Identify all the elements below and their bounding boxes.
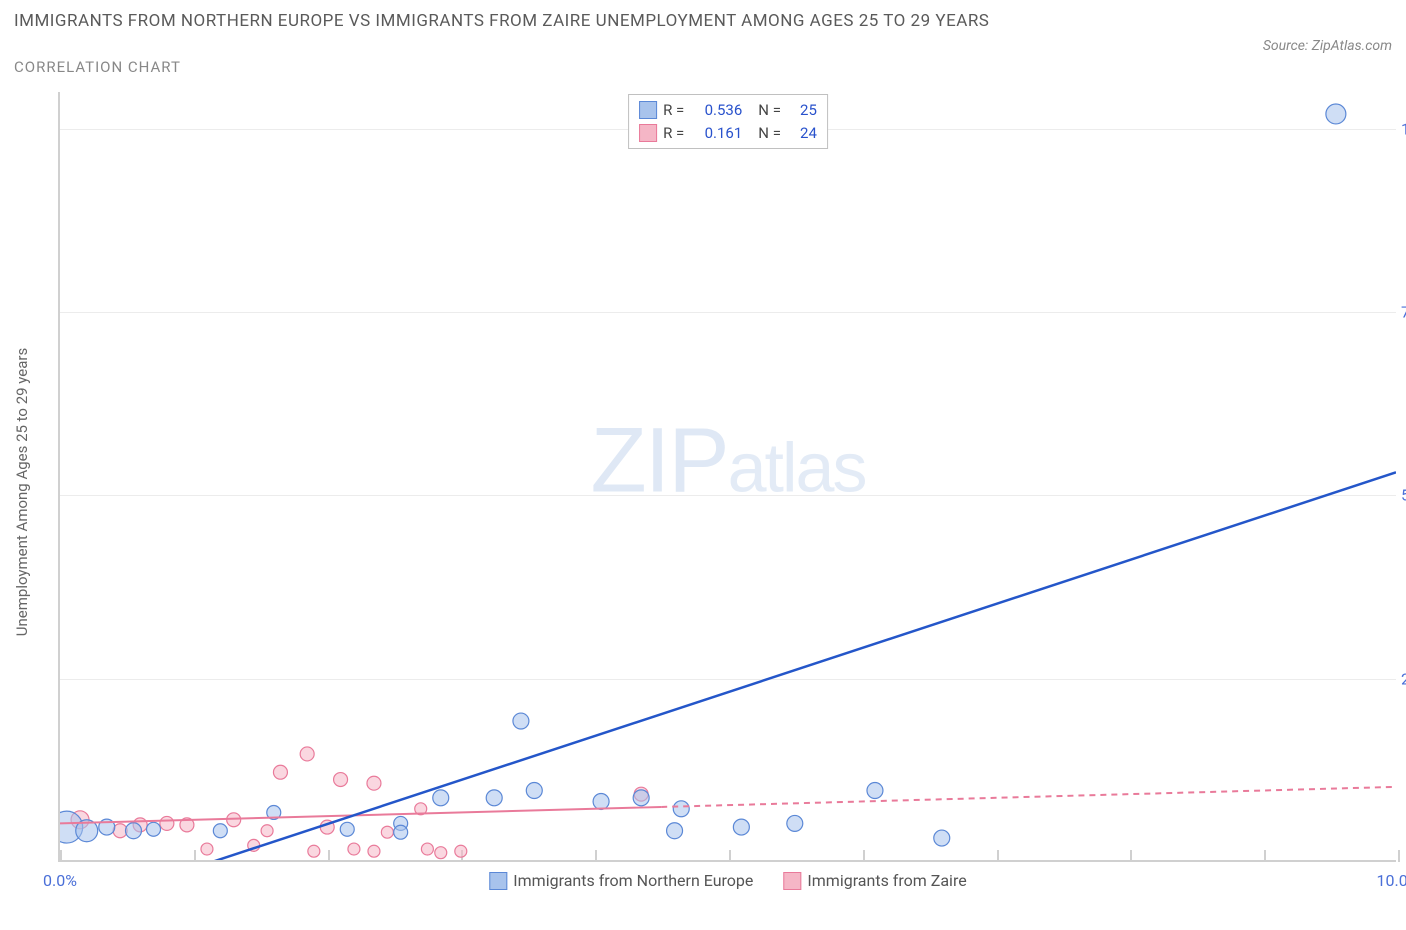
legend-label-1: Immigrants from Zaire bbox=[807, 871, 966, 890]
swatch-series-1 bbox=[783, 872, 801, 890]
r-label: R = bbox=[663, 99, 684, 122]
n-label: N = bbox=[758, 122, 781, 145]
legend-item-1: Immigrants from Zaire bbox=[783, 871, 966, 890]
series-legend: Immigrants from Northern Europe Immigran… bbox=[489, 871, 966, 890]
y-tick-label: 25.0% bbox=[1401, 669, 1406, 688]
n-label: N = bbox=[758, 99, 781, 122]
y-tick-label: 75.0% bbox=[1401, 303, 1406, 322]
plot-area: ZIPatlas R = 0.536 N = 25 R = 0.161 N = … bbox=[58, 92, 1396, 862]
swatch-series-0 bbox=[639, 101, 657, 119]
correlation-row-0: R = 0.536 N = 25 bbox=[639, 99, 817, 122]
r-label: R = bbox=[663, 122, 684, 145]
x-tick bbox=[1398, 850, 1400, 862]
r-value-1: 0.161 bbox=[692, 122, 742, 145]
n-value-0: 25 bbox=[789, 99, 817, 122]
swatch-series-0 bbox=[489, 872, 507, 890]
y-tick-label: 50.0% bbox=[1401, 486, 1406, 505]
y-tick-label: 100.0% bbox=[1401, 119, 1406, 138]
correlation-legend: R = 0.536 N = 25 R = 0.161 N = 24 bbox=[628, 94, 828, 149]
r-value-0: 0.536 bbox=[692, 99, 742, 122]
chart-svg bbox=[60, 92, 1396, 860]
x-tick-label: 10.0% bbox=[1377, 871, 1406, 890]
chart-title: IMMIGRANTS FROM NORTHERN EUROPE VS IMMIG… bbox=[14, 8, 989, 35]
legend-label-0: Immigrants from Northern Europe bbox=[513, 871, 753, 890]
chart-subtitle: CORRELATION CHART bbox=[14, 58, 181, 76]
correlation-row-1: R = 0.161 N = 24 bbox=[639, 122, 817, 145]
x-tick-label: 0.0% bbox=[43, 871, 77, 890]
legend-item-0: Immigrants from Northern Europe bbox=[489, 871, 753, 890]
plot-container: Unemployment Among Ages 25 to 29 years Z… bbox=[58, 92, 1396, 892]
swatch-series-1 bbox=[639, 124, 657, 142]
source-attribution: Source: ZipAtlas.com bbox=[1263, 38, 1392, 54]
n-value-1: 24 bbox=[789, 122, 817, 145]
y-axis-label: Unemployment Among Ages 25 to 29 years bbox=[13, 348, 31, 636]
